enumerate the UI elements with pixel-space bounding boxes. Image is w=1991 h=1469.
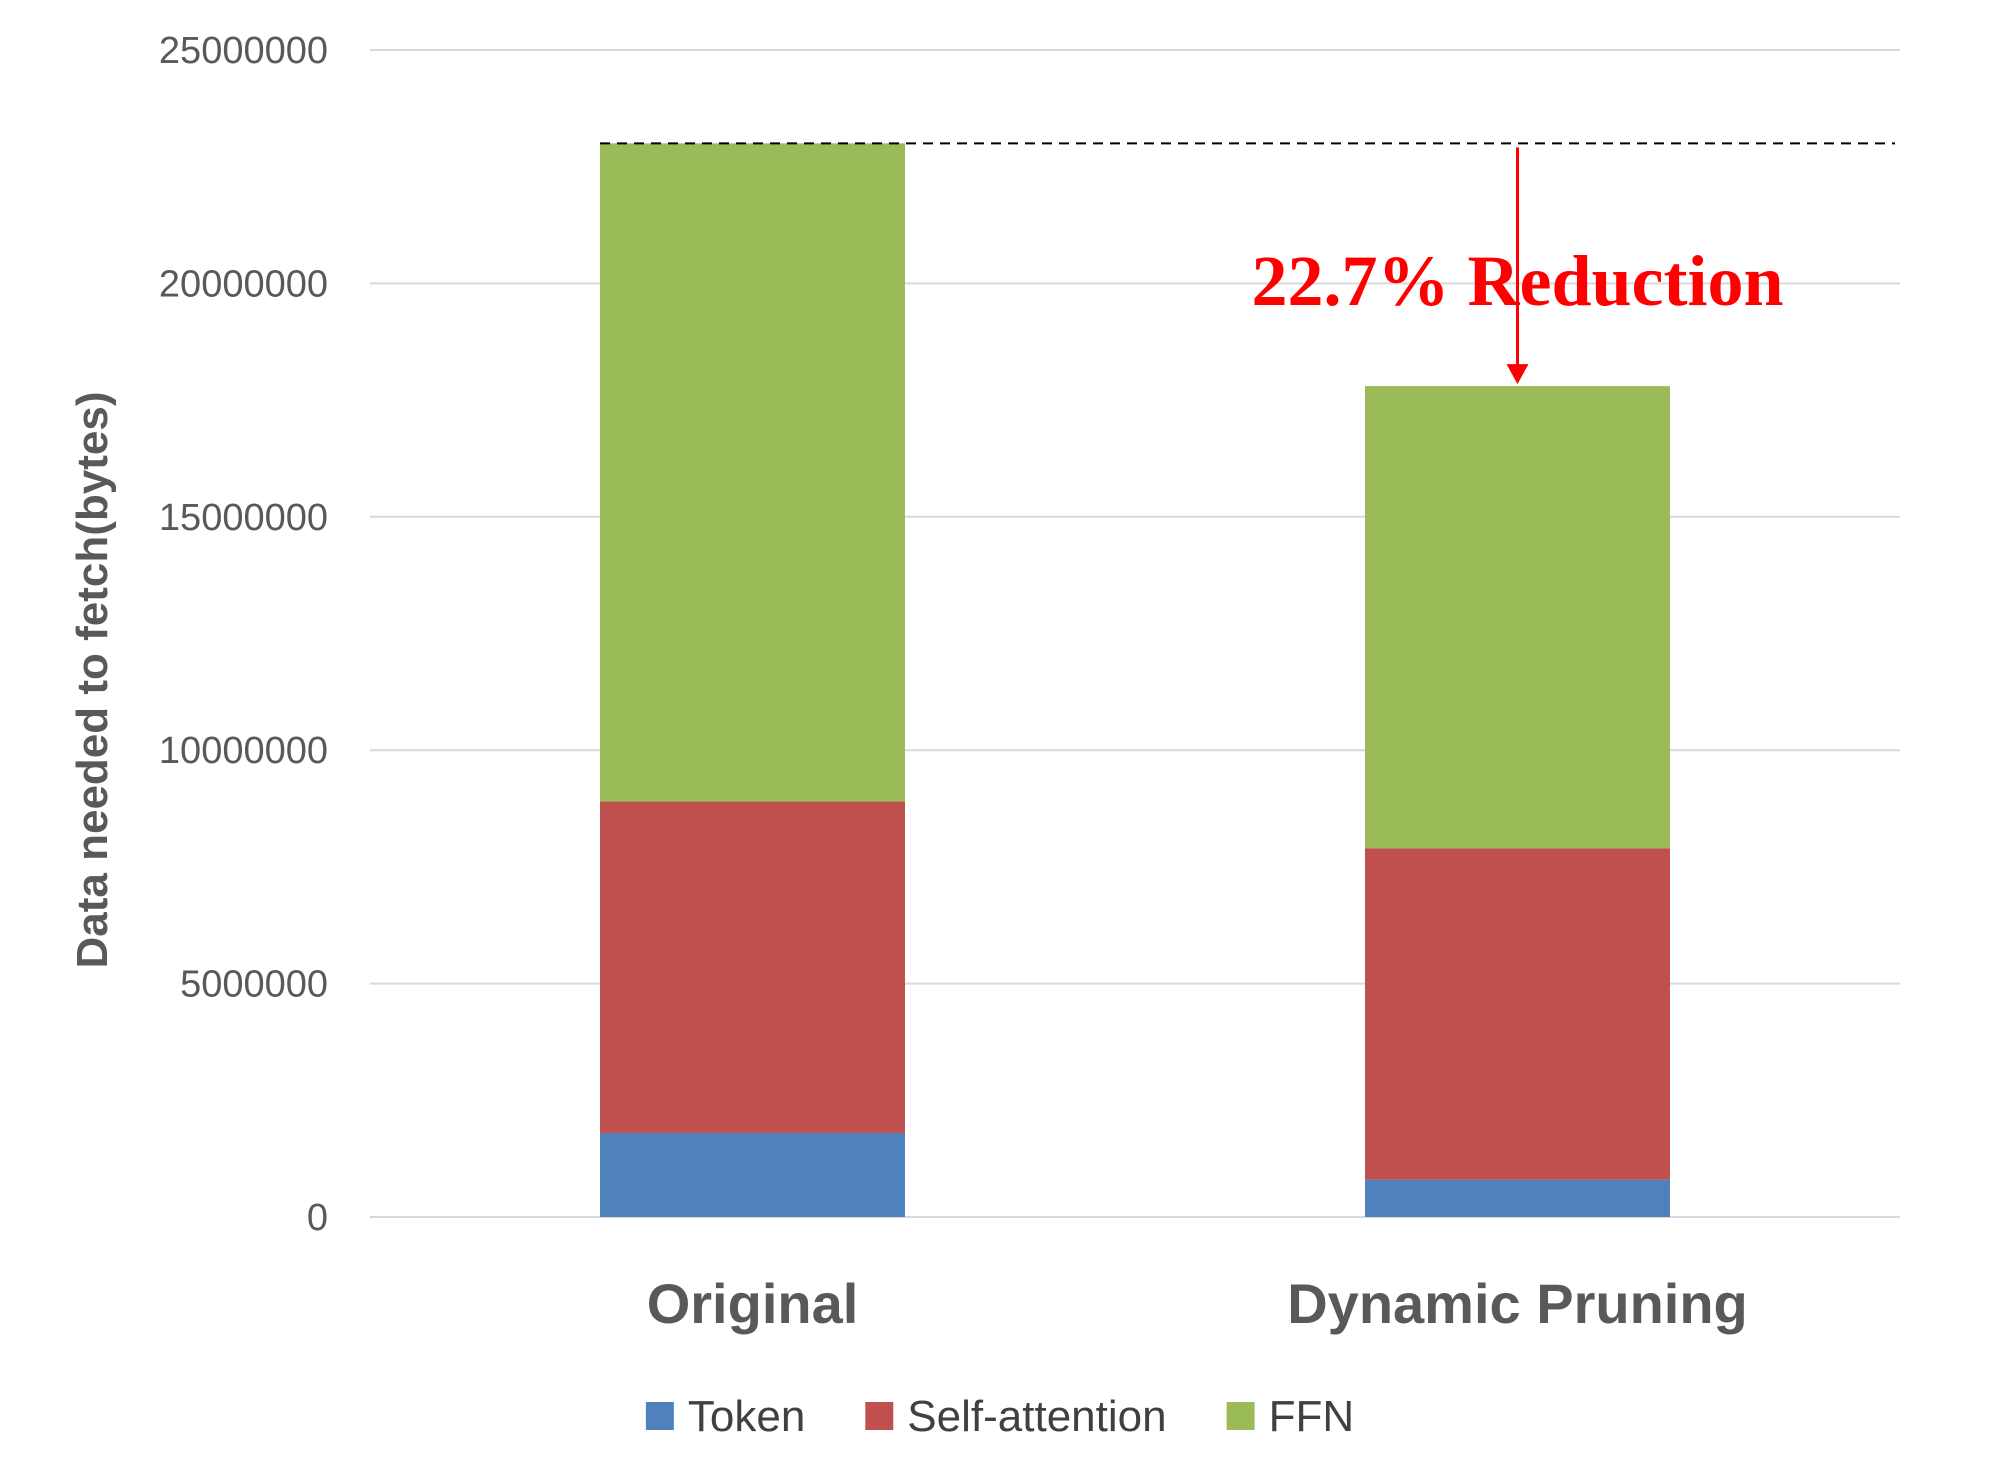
bar-segment-self-attention (1365, 848, 1670, 1180)
y-tick-label: 25000000 (159, 30, 328, 72)
bar-segment-ffn (600, 143, 905, 802)
y-tick-label: 5000000 (180, 964, 328, 1006)
category-labels: Original Dynamic Pruning (647, 1272, 1748, 1335)
bar-segment-self-attention (600, 801, 905, 1133)
legend-swatch (645, 1402, 674, 1430)
y-tick-label: 15000000 (159, 497, 328, 539)
bar-segment-token (600, 1132, 905, 1217)
reduction-arrow-head (1506, 364, 1529, 385)
legend-swatch (865, 1402, 894, 1430)
y-tick-labels: 0 5000000 10000000 15000000 20000000 25000000 (159, 30, 328, 1239)
bar-segment-token (1365, 1179, 1670, 1217)
y-tick-label: 10000000 (159, 730, 328, 772)
category-label: Original (647, 1272, 859, 1335)
gridlines (370, 49, 1900, 1218)
bars (600, 143, 1670, 1217)
legend-label: Self-attention (907, 1392, 1166, 1441)
legend-swatch (1226, 1402, 1255, 1430)
y-tick-label: 20000000 (159, 263, 328, 305)
reduction-annotation: 22.7% Reduction (600, 142, 1895, 385)
y-axis-title: Data needed to fetch(bytes) (68, 392, 117, 969)
legend: Token Self-attention FFN (645, 1392, 1355, 1441)
bar-segment-ffn (1365, 386, 1670, 849)
legend-label: FFN (1269, 1392, 1355, 1441)
reduction-label: 22.7% Reduction (1251, 241, 1783, 321)
category-label: Dynamic Pruning (1287, 1272, 1748, 1335)
y-tick-label: 0 (307, 1197, 328, 1239)
legend-label: Token (688, 1392, 805, 1441)
